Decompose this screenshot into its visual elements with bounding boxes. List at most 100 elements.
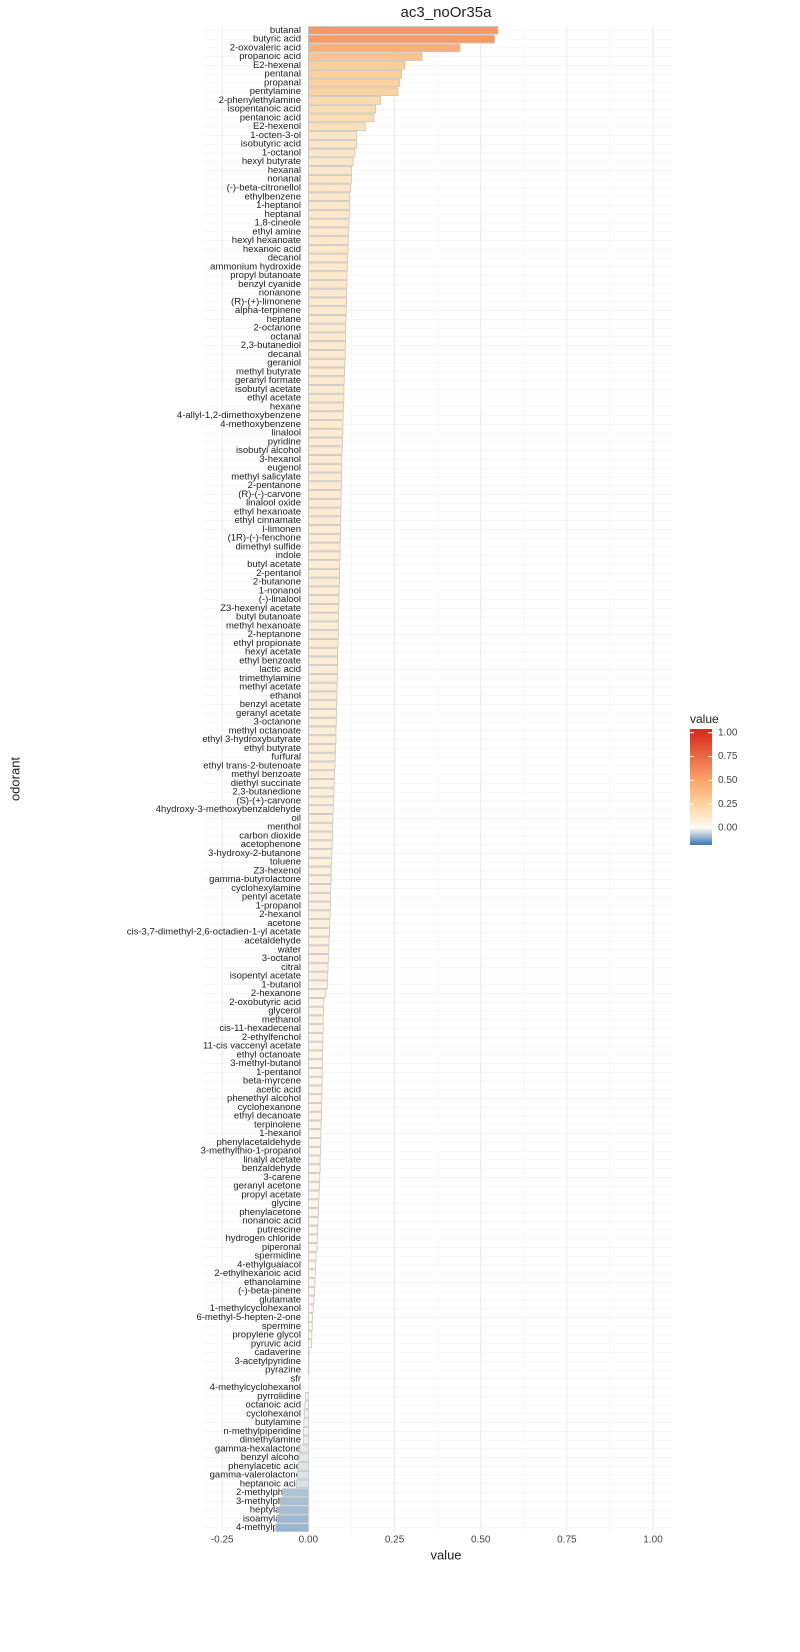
bar [308,491,341,499]
bar [308,1156,320,1164]
bar [308,499,341,507]
bar [308,219,349,227]
bar [308,1331,311,1339]
bar [308,666,337,674]
bar [308,1209,318,1217]
legend-tick-label: 1.00 [718,727,738,738]
bar [308,841,332,849]
bar [308,105,375,113]
x-tick-label: 0.50 [471,1535,491,1546]
bar [308,613,338,621]
bar [308,1270,315,1278]
bar [308,263,347,271]
bar [308,823,332,831]
bar [308,578,339,586]
y-axis-label: odorant [7,757,22,801]
bar [308,447,342,455]
bar [308,1165,320,1173]
bar [308,1147,320,1155]
bar [308,1261,315,1269]
legend-tick-label: 0.50 [718,775,738,786]
y-tick-label: 4hydroxy-3-methoxybenzaldehyde [156,804,301,815]
bar [308,1016,323,1024]
bar [304,1410,308,1418]
legend-tick-label: 0.00 [718,823,738,834]
bar [308,928,329,936]
bar [308,62,405,70]
bar [305,1401,308,1409]
bar [308,911,330,919]
bar [308,1217,318,1225]
bar [308,815,332,823]
bar [308,1077,322,1085]
bar [308,1340,311,1348]
bar [308,526,340,534]
bar [308,482,341,490]
bar [308,97,380,105]
bar [308,403,343,411]
bar [308,508,340,516]
bar [308,412,343,420]
chart-title: ac3_noOr35a [401,4,493,21]
x-tick-label: 0.00 [299,1535,319,1546]
bar [308,753,335,761]
bar [308,1025,323,1033]
bar [308,806,333,814]
bar [308,1086,321,1094]
bar [308,1033,322,1041]
bar [308,876,331,884]
bar [308,421,342,429]
bar [308,788,334,796]
bar [308,1007,323,1015]
bar [308,622,338,630]
bar [308,534,340,542]
bar [308,745,335,753]
bar [308,893,330,901]
bar [308,981,327,989]
x-tick-label: -0.25 [211,1535,234,1546]
bar [308,561,339,569]
bar [308,674,337,682]
bar [308,885,330,893]
bar [308,963,328,971]
bar [308,245,348,253]
bar [303,1436,308,1444]
bar [308,937,329,945]
bar [300,1445,309,1453]
bar [308,543,340,551]
bar [308,79,399,87]
bar [308,1296,314,1304]
bar [308,858,331,866]
bar [308,237,348,245]
legend-tick-label: 0.75 [718,751,738,762]
bar [308,386,343,394]
bar [308,1103,321,1111]
bar [308,517,340,525]
x-tick-label: 0.75 [557,1535,577,1546]
bar [308,289,346,297]
bar [276,1524,309,1532]
bar [308,1252,316,1260]
bar [308,1191,319,1199]
bar [308,27,498,35]
bar [308,1182,319,1190]
bar [308,1139,320,1147]
bar [308,44,460,52]
bar [308,114,373,122]
bar [308,1174,319,1182]
bar [308,1130,320,1138]
x-tick-label: 1.00 [643,1535,663,1546]
bar [308,307,346,315]
bar [308,998,324,1006]
bar [308,972,327,980]
bar [308,1279,315,1287]
bar [308,990,325,998]
bar [308,631,338,639]
bar [304,1419,308,1427]
bar [308,1042,322,1050]
x-axis-label: value [430,1547,461,1562]
bar [308,639,338,647]
bar [308,149,355,157]
bar [308,167,351,175]
